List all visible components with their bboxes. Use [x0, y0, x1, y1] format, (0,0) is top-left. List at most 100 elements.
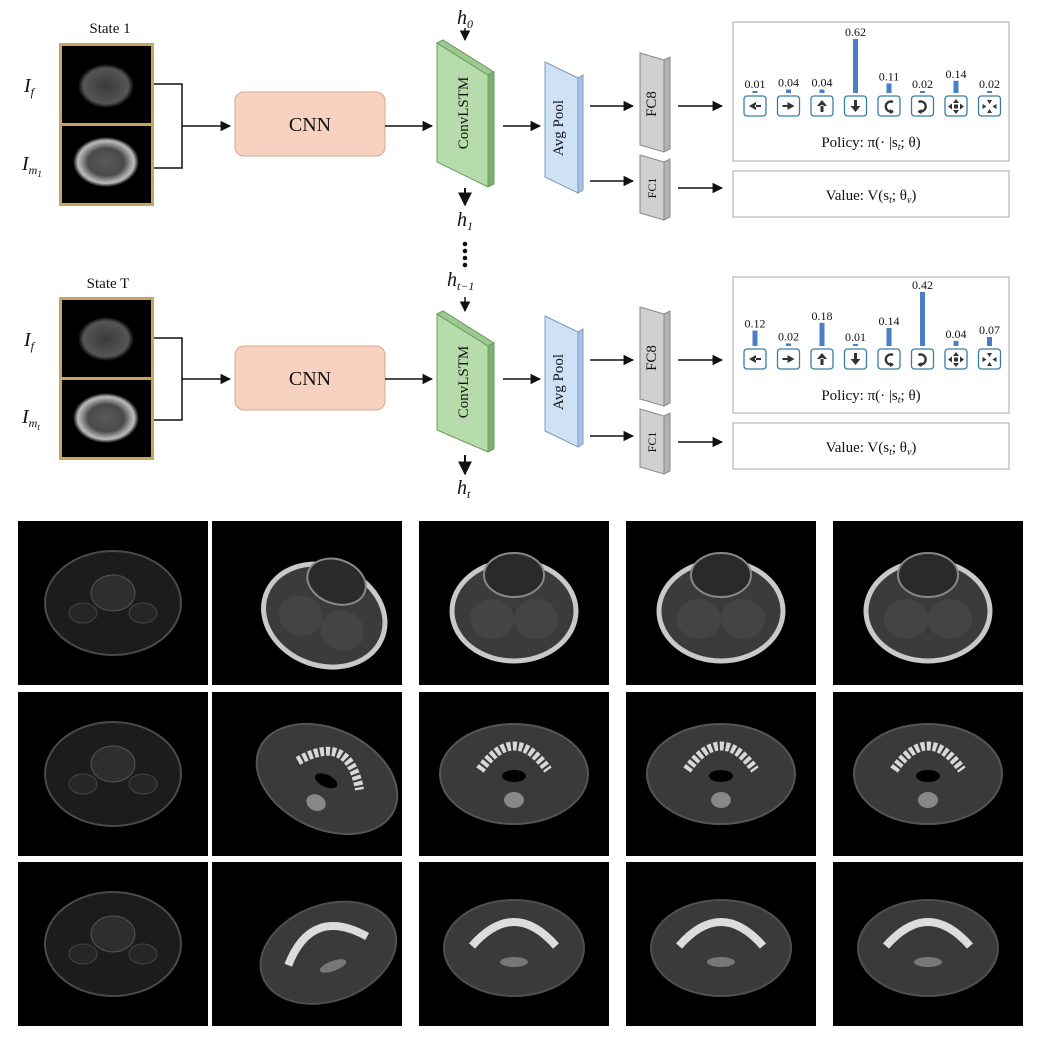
policy-bar [886, 328, 892, 346]
policy-bar [752, 330, 758, 346]
scan-image [626, 862, 816, 1026]
scan-image [212, 692, 402, 856]
value-box [732, 170, 1010, 218]
policy-bar [886, 83, 892, 93]
policy-bar [987, 91, 992, 93]
arrow-left-icon [743, 95, 767, 117]
state-label: State 1 [89, 21, 130, 37]
policy-label: Policy: π(· |st; θ) [821, 388, 920, 406]
scan-image [419, 692, 609, 856]
arrow-down-icon [843, 348, 868, 370]
rotate-cw-icon [910, 348, 935, 370]
convlstm-label: ConvLSTM [456, 346, 472, 419]
fc8-block [639, 52, 671, 153]
input-image-pair [59, 297, 154, 460]
policy-bar [920, 292, 925, 346]
policy-prob-label: 0.12 [745, 317, 766, 331]
policy-bar [819, 89, 825, 93]
fc1-label: FC1 [645, 432, 659, 453]
hidden-state-out: h1 [457, 209, 473, 233]
cnn-block [234, 91, 386, 157]
fixed-image-label: If [23, 329, 36, 353]
policy-label: Policy: π(· |st; θ) [821, 135, 920, 153]
fixed-image-label: If [23, 75, 36, 99]
fc8-block [639, 306, 671, 407]
avgpool-block [544, 315, 584, 448]
policy-bar [920, 91, 925, 93]
policy-distribution: 0.01 0.04 0.04 0.62 0.11 0.02 0.14 0.02 [743, 25, 1002, 117]
policy-box [732, 276, 1010, 414]
scan-image [18, 521, 208, 685]
scan-image [212, 521, 402, 685]
policy-prob-label: 0.14 [879, 314, 900, 328]
arrow-left-icon [743, 348, 767, 370]
policy-bar [786, 343, 791, 346]
shrink-icon [977, 95, 1002, 117]
scan-image [419, 521, 609, 685]
policy-bar [953, 80, 959, 93]
state-label: State T [87, 276, 130, 292]
value-box [732, 422, 1010, 470]
policy-prob-label: 0.01 [745, 77, 766, 91]
policy-prob-label: 0.04 [778, 76, 799, 90]
scan-image [833, 862, 1023, 1026]
expand-icon [944, 348, 968, 370]
avgpool-label: Avg Pool [551, 354, 567, 410]
scan-image [212, 862, 402, 1026]
arrow-up-icon [810, 95, 834, 117]
policy-bar [853, 344, 858, 346]
policy-prob-label: 0.62 [845, 25, 866, 39]
policy-prob-label: 0.42 [912, 278, 933, 292]
value-label: Value: V(st; θv) [826, 440, 917, 458]
expand-icon [944, 95, 968, 117]
moving-image-label: Im1 [21, 153, 42, 179]
arrow-up-icon [810, 348, 834, 370]
scan-image [419, 862, 609, 1026]
hidden-state-out: ht [457, 477, 471, 501]
value-label: Value: V(st; θv) [826, 188, 917, 206]
policy-prob-label: 0.07 [979, 323, 1000, 337]
policy-bar [819, 322, 825, 346]
fc8-label: FC8 [644, 91, 660, 117]
scan-image [626, 521, 816, 685]
moving-image-label: Imt [21, 406, 40, 432]
cnn-block [234, 345, 386, 411]
policy-bar [752, 91, 758, 93]
policy-box [732, 21, 1010, 162]
avgpool-block [544, 61, 584, 194]
policy-prob-label: 0.02 [912, 77, 933, 91]
scan-image [18, 692, 208, 856]
scan-image [626, 692, 816, 856]
policy-prob-label: 0.11 [879, 69, 900, 83]
policy-prob-label: 0.04 [946, 327, 967, 341]
hidden-state-in: h0 [457, 7, 473, 31]
policy-prob-label: 0.02 [778, 329, 799, 343]
policy-prob-label: 0.01 [845, 330, 866, 344]
input-image-pair [59, 43, 154, 206]
fc1-block [639, 408, 671, 475]
rotate-ccw-icon [877, 95, 901, 117]
arrow-right-icon [776, 95, 801, 117]
scan-image [833, 521, 1023, 685]
hidden-state-in: ht−1 [447, 269, 474, 293]
pipeline-state-1: State 1 If Im1 CNN h0 ConvLSTM h1 [21, 7, 1010, 233]
fc8-label: FC8 [644, 345, 660, 371]
policy-prob-label: 0.14 [946, 67, 967, 81]
policy-prob-label: 0.18 [812, 309, 833, 323]
avgpool-label: Avg Pool [551, 100, 567, 156]
convlstm-block [435, 39, 496, 188]
arrow-right-icon [776, 348, 801, 370]
policy-bar [987, 337, 992, 346]
scan-image [18, 862, 208, 1026]
scan-image [833, 692, 1023, 856]
policy-bar [953, 340, 959, 346]
fc1-block [639, 154, 671, 221]
cnn-label: CNN [289, 368, 331, 390]
fc1-label: FC1 [645, 178, 659, 199]
policy-bar [853, 39, 858, 93]
cnn-label: CNN [289, 114, 331, 136]
convlstm-block [435, 310, 496, 453]
convlstm-label: ConvLSTM [456, 77, 472, 150]
shrink-icon [977, 348, 1002, 370]
